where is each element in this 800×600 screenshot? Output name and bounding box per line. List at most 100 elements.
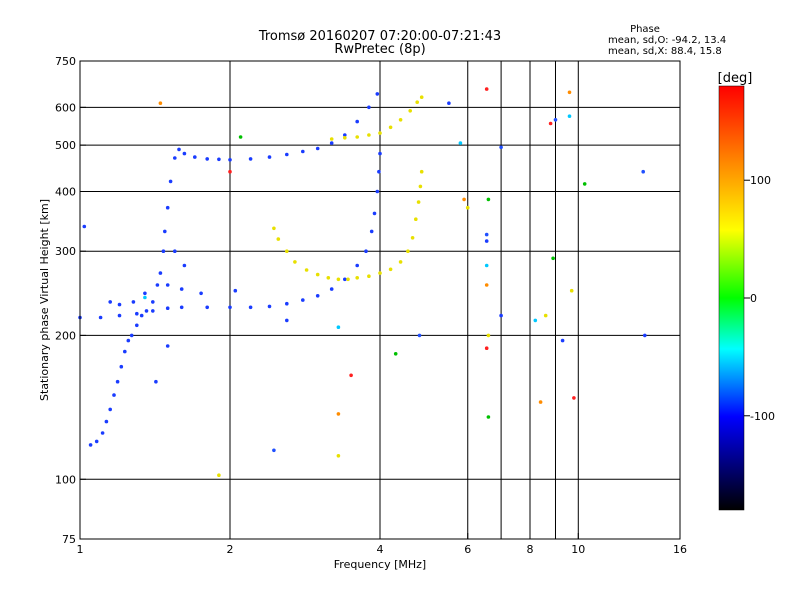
point-scattered-22 bbox=[484, 263, 489, 268]
point-O-41 bbox=[135, 311, 139, 316]
point-scattered-34 bbox=[553, 118, 558, 122]
point-O-54 bbox=[355, 263, 360, 268]
point-O-20 bbox=[168, 179, 173, 184]
point-X-3 bbox=[293, 260, 297, 264]
point-scattered-25 bbox=[484, 346, 489, 351]
point-O-70 bbox=[108, 300, 112, 304]
point-scattered-24 bbox=[486, 333, 491, 338]
colorbar bbox=[718, 85, 745, 511]
point-O-45 bbox=[205, 305, 209, 310]
point-scattered-35 bbox=[560, 338, 565, 343]
point-O-27 bbox=[228, 158, 232, 162]
point-X-14 bbox=[406, 249, 410, 253]
point-scattered-41 bbox=[641, 169, 645, 174]
point-X-7 bbox=[336, 277, 341, 282]
point-scattered-3 bbox=[217, 473, 221, 478]
x-tick-label-0: 1 bbox=[77, 543, 84, 556]
point-O-52 bbox=[329, 287, 334, 291]
point-O-18 bbox=[163, 229, 167, 234]
point-O-19 bbox=[165, 205, 170, 210]
point-O-21 bbox=[173, 156, 177, 160]
point-O-29 bbox=[267, 155, 272, 159]
point-O-43 bbox=[165, 306, 170, 311]
chart-subtitle: RwPretec (8p) bbox=[334, 42, 425, 57]
point-O-71 bbox=[173, 249, 177, 253]
point-O-7 bbox=[119, 364, 124, 369]
point-scattered-40 bbox=[582, 182, 587, 186]
colorbar-tick-label-1: 0 bbox=[750, 292, 757, 305]
point-O-4 bbox=[108, 407, 112, 412]
phase-box-title: Phase bbox=[630, 24, 660, 35]
phase-box-line-o: mean, sd,O: -94.2, 13.4 bbox=[608, 35, 726, 46]
point-O-12 bbox=[139, 313, 144, 318]
point-scattered-5 bbox=[238, 135, 243, 139]
point-O-56 bbox=[369, 229, 374, 234]
point-scattered-20 bbox=[484, 232, 489, 237]
point-scattered-39 bbox=[572, 396, 576, 400]
x-tick-label-1: 2 bbox=[227, 543, 234, 556]
y-tick-label-5: 500 bbox=[55, 139, 76, 152]
point-O-65 bbox=[199, 291, 203, 296]
y-tick-label-7: 750 bbox=[55, 55, 76, 68]
point-O-42 bbox=[151, 309, 155, 313]
point-scattered-17 bbox=[465, 205, 470, 210]
point-X-4 bbox=[304, 268, 309, 272]
point-scattered-21 bbox=[484, 239, 489, 243]
phase-box-line-x: mean, sd,X: 88.4, 15.8 bbox=[608, 46, 722, 57]
point-X-5 bbox=[315, 272, 320, 277]
colorbar-tick-label-0: 100 bbox=[750, 174, 771, 187]
point-X-9 bbox=[355, 276, 360, 280]
point-O-8 bbox=[123, 349, 127, 354]
point-scattered-12 bbox=[393, 352, 398, 356]
point-O-57 bbox=[372, 211, 377, 216]
point-O-51 bbox=[315, 294, 320, 298]
point-X-0 bbox=[272, 226, 276, 231]
point-scattered-15 bbox=[458, 141, 463, 145]
point-X-13 bbox=[398, 260, 403, 264]
point-X-18 bbox=[418, 184, 423, 189]
point-O-9 bbox=[126, 338, 131, 343]
colorbar-ticks: 100 0 -100 bbox=[744, 174, 775, 423]
y-tick-label-0: 75 bbox=[62, 533, 76, 546]
y-tick-label-3: 300 bbox=[55, 245, 76, 258]
point-O-67 bbox=[154, 379, 158, 384]
point-scattered-2 bbox=[158, 101, 163, 105]
point-O-37 bbox=[375, 92, 380, 96]
point-X-10 bbox=[367, 274, 371, 279]
point-scattered-10 bbox=[336, 454, 341, 458]
point-scattered-38 bbox=[569, 288, 574, 293]
point-X-23 bbox=[367, 133, 371, 137]
point-scattered-29 bbox=[533, 318, 538, 323]
point-O-72 bbox=[182, 263, 187, 268]
x-tick-label-5: 10 bbox=[571, 543, 585, 556]
point-O-35 bbox=[355, 119, 360, 124]
colorbar-tick-label-2: -100 bbox=[750, 410, 775, 423]
point-O-59 bbox=[377, 169, 381, 174]
point-X-1 bbox=[276, 237, 281, 241]
point-scattered-37 bbox=[567, 90, 572, 95]
point-scattered-9 bbox=[336, 412, 341, 416]
point-O-15 bbox=[155, 283, 160, 287]
point-O-60 bbox=[378, 151, 382, 156]
point-O-32 bbox=[315, 146, 320, 151]
point-O-28 bbox=[248, 157, 253, 161]
y-tick-label-1: 100 bbox=[55, 473, 76, 486]
point-O-66 bbox=[233, 288, 238, 293]
point-scattered-18 bbox=[484, 87, 489, 91]
point-scattered-13 bbox=[417, 333, 422, 338]
point-scattered-32 bbox=[548, 121, 553, 126]
point-O-50 bbox=[301, 298, 305, 302]
point-O-53 bbox=[343, 277, 347, 282]
point-O-47 bbox=[248, 305, 253, 310]
point-X-25 bbox=[388, 125, 393, 130]
data-points bbox=[78, 87, 647, 478]
point-X-16 bbox=[414, 217, 418, 221]
point-O-26 bbox=[217, 157, 221, 162]
point-X-17 bbox=[416, 200, 421, 204]
point-scattered-7 bbox=[285, 318, 289, 323]
point-X-15 bbox=[410, 236, 415, 240]
point-O-25 bbox=[205, 157, 209, 161]
point-O-33 bbox=[329, 141, 334, 145]
point-scattered-30 bbox=[538, 400, 543, 404]
